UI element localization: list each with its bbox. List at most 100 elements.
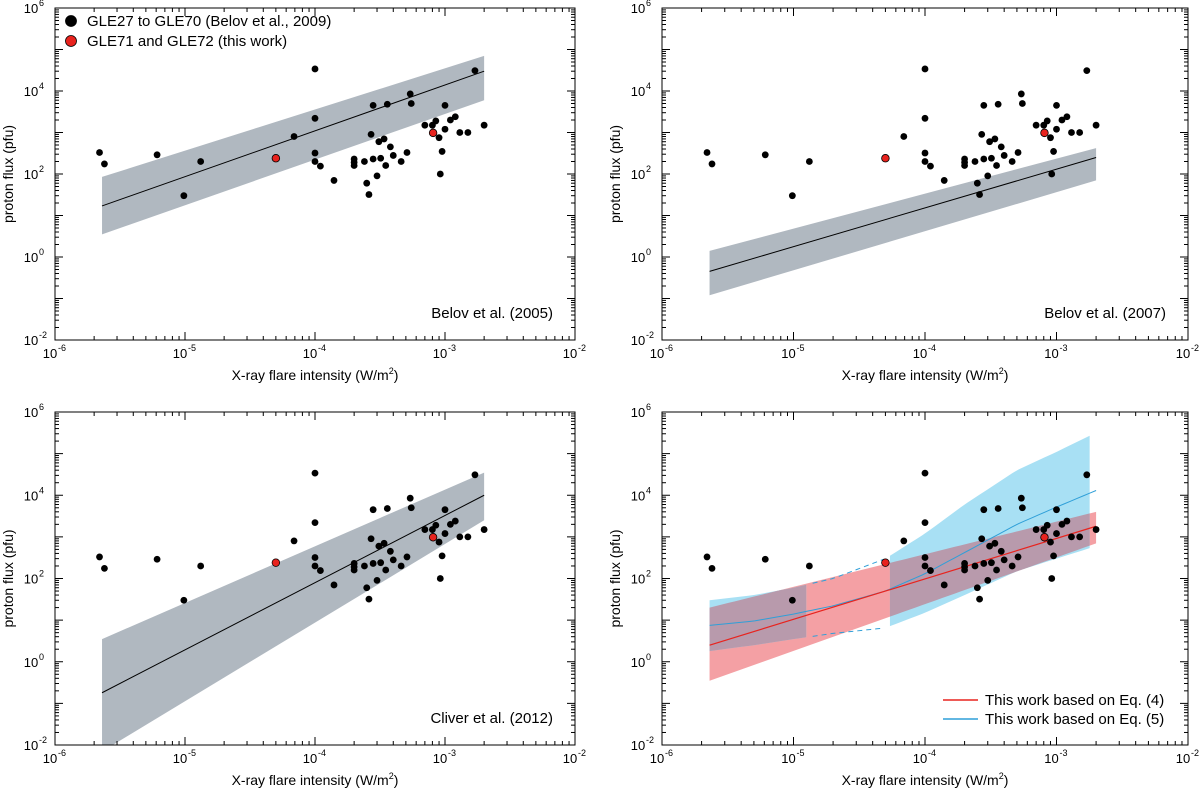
data-point <box>1000 556 1008 564</box>
data-point <box>330 581 338 589</box>
y-tick-exponent: 4 <box>39 81 44 91</box>
data-point <box>961 159 968 166</box>
data-point-red <box>881 154 890 163</box>
data-point <box>997 143 1005 151</box>
data-point <box>1017 494 1025 502</box>
x-tick-label: 10 <box>433 751 447 766</box>
y-tick-exponent: 2 <box>39 164 44 174</box>
plot-area <box>96 55 488 235</box>
data-point <box>1063 113 1071 121</box>
data-point <box>290 537 298 545</box>
data-point <box>1048 170 1056 178</box>
data-point <box>1032 526 1040 533</box>
data-point <box>180 192 188 200</box>
data-point <box>363 179 371 187</box>
data-point-red <box>428 533 438 542</box>
data-point <box>1008 562 1016 570</box>
y-axis-label: proton flux (pfu) <box>607 529 623 627</box>
data-point <box>1058 116 1066 124</box>
data-point <box>363 584 371 592</box>
data-point <box>1043 117 1051 125</box>
data-point <box>311 562 319 570</box>
data-point <box>382 566 390 574</box>
data-point <box>441 101 449 109</box>
data-point <box>373 577 381 584</box>
data-point <box>980 155 988 163</box>
y-axis-label: proton flux (pfu) <box>0 529 16 627</box>
x-tick-label: 10 <box>303 346 317 361</box>
x-tick-label: 10 <box>43 346 57 361</box>
data-point <box>375 542 383 550</box>
data-point <box>311 554 319 561</box>
y-tick-exponent: 6 <box>39 0 44 8</box>
data-point <box>373 172 381 180</box>
y-tick-label: 10 <box>631 84 645 99</box>
x-axis-label: X-ray flare intensity (W/m2) <box>232 366 399 383</box>
data-point <box>971 158 979 165</box>
data-point <box>311 519 319 527</box>
data-point <box>927 162 934 170</box>
data-point <box>1018 100 1026 107</box>
data-point <box>464 533 472 541</box>
data-point <box>369 560 377 567</box>
data-point <box>311 114 319 122</box>
legend-label: This work based on Eq. (5) <box>985 711 1164 728</box>
data-point <box>961 563 968 571</box>
data-point <box>991 135 999 143</box>
data-point <box>446 116 454 124</box>
x-tick-exponent: -6 <box>58 748 66 758</box>
legend-marker <box>65 15 77 27</box>
data-point <box>386 547 394 555</box>
data-point <box>994 505 1002 512</box>
y-tick-label: 10 <box>631 405 645 420</box>
eq5-band-lower-dashed <box>812 627 884 637</box>
data-point <box>921 554 929 561</box>
chart-panel-3: 10 -6 10 -5 10 -4 10 -3 10 -210 -210 010 210 410 6X-ra… <box>0 402 586 788</box>
y-tick-label: 10 <box>631 738 645 753</box>
data-point <box>375 138 383 146</box>
data-point <box>1076 129 1084 136</box>
data-point <box>290 133 298 140</box>
x-tick-exponent: -2 <box>1191 343 1199 353</box>
plot-area <box>703 65 1100 296</box>
x-tick-label: 10 <box>650 751 664 766</box>
y-tick-label: 10 <box>631 655 645 670</box>
data-point <box>311 158 319 165</box>
y-tick-label: 10 <box>24 84 38 99</box>
y-tick-exponent: 2 <box>646 164 651 174</box>
data-point <box>1008 158 1016 165</box>
data-point-red <box>271 154 281 163</box>
data-point <box>986 542 994 550</box>
data-point <box>994 100 1002 108</box>
data-point <box>921 469 929 477</box>
data-point-red <box>1040 128 1049 138</box>
data-point <box>921 158 929 165</box>
data-point <box>1083 67 1091 75</box>
fit-line <box>101 494 485 694</box>
data-point <box>367 535 375 543</box>
data-point <box>900 537 908 545</box>
x-axis-label: X-ray flare intensity (W/m2) <box>232 771 399 788</box>
data-point <box>436 575 444 582</box>
y-tick-label: 10 <box>631 250 645 265</box>
data-point <box>480 121 488 129</box>
data-point <box>101 160 108 168</box>
eq5-band-upper-dashed <box>812 558 884 584</box>
x-tick-exponent: -2 <box>578 748 586 758</box>
y-tick-exponent: 2 <box>39 569 44 579</box>
data-point <box>997 547 1005 555</box>
data-point <box>406 494 414 502</box>
data-point <box>1068 533 1075 541</box>
data-point <box>703 553 711 561</box>
x-tick-exponent: -4 <box>928 343 936 353</box>
data-point <box>1053 530 1060 537</box>
data-point <box>1000 152 1008 159</box>
x-tick-label: 10 <box>913 751 927 766</box>
data-point <box>1083 471 1091 479</box>
data-point <box>1068 129 1075 136</box>
x-tick-exponent: -2 <box>578 343 586 353</box>
data-point <box>361 562 368 570</box>
data-point <box>330 177 338 184</box>
x-tick-exponent: -4 <box>928 748 936 758</box>
x-tick-exponent: -5 <box>797 748 805 758</box>
